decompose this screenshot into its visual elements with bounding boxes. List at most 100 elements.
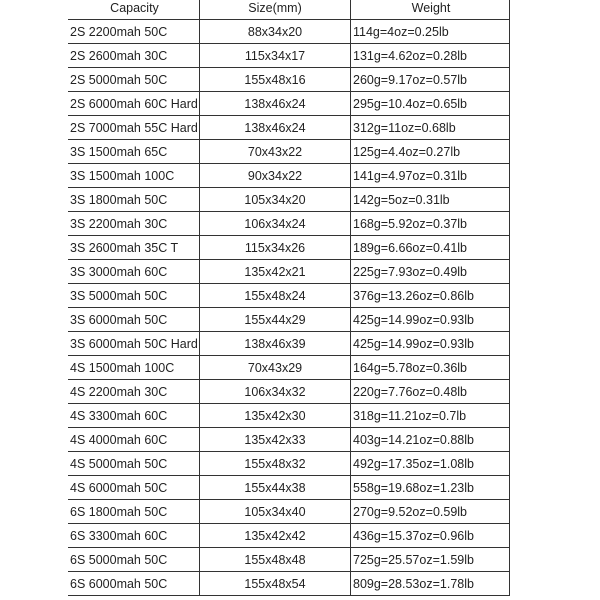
- cell-weight: 295g=10.4oz=0.65lb: [350, 91, 510, 116]
- cell-weight: 425g=14.99oz=0.93lb: [350, 331, 510, 356]
- cell-weight: 270g=9.52oz=0.59lb: [350, 499, 510, 524]
- cell-weight: 809g=28.53oz=1.78lb: [350, 571, 510, 596]
- cell-capacity: 4S 6000mah 50C: [68, 475, 200, 500]
- cell-weight: 558g=19.68oz=1.23lb: [350, 475, 510, 500]
- cell-weight: 142g=5oz=0.31lb: [350, 187, 510, 212]
- cell-weight: 376g=13.26oz=0.86lb: [350, 283, 510, 308]
- cell-capacity: 2S 5000mah 50C: [68, 67, 200, 92]
- cell-size: 135x42x33: [199, 427, 351, 452]
- cell-capacity: 3S 1800mah 50C: [68, 187, 200, 212]
- cell-capacity: 4S 3300mah 60C: [68, 403, 200, 428]
- cell-size: 135x42x30: [199, 403, 351, 428]
- cell-capacity: 6S 1800mah 50C: [68, 499, 200, 524]
- table-row: 4S 1500mah 100C 70x43x29 164g=5.78oz=0.36l…: [68, 355, 510, 380]
- cell-size: 155x44x29: [199, 307, 351, 332]
- cell-size: 106x34x32: [199, 379, 351, 404]
- table-row: 3S 1500mah 65C 70x43x22 125g=4.4oz=0.27lb: [68, 139, 510, 164]
- cell-size: 155x44x38: [199, 475, 351, 500]
- cell-capacity: 3S 1500mah 100C: [68, 163, 200, 188]
- cell-size: 138x46x24: [199, 115, 351, 140]
- header-weight: Weight: [350, 0, 510, 20]
- table-row: 2S 5000mah 50C 155x48x16 260g=9.17oz=0.57l…: [68, 67, 510, 92]
- table-row: 2S 2200mah 50C 88x34x20 114g=4oz=0.25lb: [68, 19, 510, 44]
- cell-capacity: 4S 5000mah 50C: [68, 451, 200, 476]
- table-row: 6S 5000mah 50C 155x48x48 725g=25.57oz=1.59…: [68, 547, 510, 572]
- cell-weight: 141g=4.97oz=0.31lb: [350, 163, 510, 188]
- cell-weight: 492g=17.35oz=1.08lb: [350, 451, 510, 476]
- table-row: 3S 1800mah 50C 105x34x20 142g=5oz=0.31lb: [68, 187, 510, 212]
- cell-size: 105x34x20: [199, 187, 351, 212]
- cell-size: 70x43x29: [199, 355, 351, 380]
- table-row: 3S 2200mah 30C 106x34x24 168g=5.92oz=0.37l…: [68, 211, 510, 236]
- table-row: 4S 2200mah 30C 106x34x32 220g=7.76oz=0.48l…: [68, 379, 510, 404]
- table-row: 6S 6000mah 50C 155x48x54 809g=28.53oz=1.78…: [68, 571, 510, 596]
- cell-size: 138x46x39: [199, 331, 351, 356]
- cell-capacity: 2S 7000mah 55C Hard: [68, 115, 200, 140]
- table-row: 4S 5000mah 50C 155x48x32 492g=17.35oz=1.08…: [68, 451, 510, 476]
- cell-weight: 131g=4.62oz=0.28lb: [350, 43, 510, 68]
- cell-size: 115x34x26: [199, 235, 351, 260]
- header-size: Size(mm): [199, 0, 351, 20]
- cell-weight: 168g=5.92oz=0.37lb: [350, 211, 510, 236]
- table-row: 2S 2600mah 30C 115x34x17 131g=4.62oz=0.28l…: [68, 43, 510, 68]
- cell-capacity: 6S 6000mah 50C: [68, 571, 200, 596]
- table-row: 3S 6000mah 50C Hard 138x46x39 425g=14.99oz…: [68, 331, 510, 356]
- cell-size: 105x34x40: [199, 499, 351, 524]
- cell-size: 155x48x54: [199, 571, 351, 596]
- battery-spec-table: Capacity Size(mm) Weight 2S 2200mah 50C 8…: [68, 0, 510, 596]
- cell-weight: 318g=11.21oz=0.7lb: [350, 403, 510, 428]
- table-row: 3S 2600mah 35C T 115x34x26 189g=6.66oz=0.4…: [68, 235, 510, 260]
- cell-size: 138x46x24: [199, 91, 351, 116]
- cell-capacity: 3S 2200mah 30C: [68, 211, 200, 236]
- cell-weight: 260g=9.17oz=0.57lb: [350, 67, 510, 92]
- cell-capacity: 3S 2600mah 35C T: [68, 235, 200, 260]
- table-row: 4S 4000mah 60C 135x42x33 403g=14.21oz=0.88…: [68, 427, 510, 452]
- cell-size: 115x34x17: [199, 43, 351, 68]
- cell-size: 155x48x24: [199, 283, 351, 308]
- table-row: 4S 6000mah 50C 155x44x38 558g=19.68oz=1.23…: [68, 475, 510, 500]
- cell-weight: 312g=11oz=0.68lb: [350, 115, 510, 140]
- cell-capacity: 3S 6000mah 50C Hard: [68, 331, 200, 356]
- cell-size: 135x42x42: [199, 523, 351, 548]
- table-row: 3S 5000mah 50C 155x48x24 376g=13.26oz=0.86…: [68, 283, 510, 308]
- table-row: 6S 3300mah 60C 135x42x42 436g=15.37oz=0.96…: [68, 523, 510, 548]
- cell-capacity: 3S 1500mah 65C: [68, 139, 200, 164]
- table-row: 3S 6000mah 50C 155x44x29 425g=14.99oz=0.93…: [68, 307, 510, 332]
- table-row: 3S 1500mah 100C 90x34x22 141g=4.97oz=0.31l…: [68, 163, 510, 188]
- cell-capacity: 4S 4000mah 60C: [68, 427, 200, 452]
- cell-size: 135x42x21: [199, 259, 351, 284]
- cell-capacity: 4S 2200mah 30C: [68, 379, 200, 404]
- cell-size: 88x34x20: [199, 19, 351, 44]
- cell-capacity: 3S 3000mah 60C: [68, 259, 200, 284]
- cell-capacity: 6S 5000mah 50C: [68, 547, 200, 572]
- cell-capacity: 3S 5000mah 50C: [68, 283, 200, 308]
- table-row: 2S 6000mah 60C Hard 138x46x24 295g=10.4oz=…: [68, 91, 510, 116]
- table-row: 3S 3000mah 60C 135x42x21 225g=7.93oz=0.49l…: [68, 259, 510, 284]
- cell-capacity: 2S 2200mah 50C: [68, 19, 200, 44]
- header-capacity: Capacity: [68, 0, 200, 20]
- table-row: 6S 1800mah 50C 105x34x40 270g=9.52oz=0.59l…: [68, 499, 510, 524]
- cell-weight: 164g=5.78oz=0.36lb: [350, 355, 510, 380]
- cell-weight: 225g=7.93oz=0.49lb: [350, 259, 510, 284]
- cell-capacity: 2S 6000mah 60C Hard: [68, 91, 200, 116]
- cell-weight: 220g=7.76oz=0.48lb: [350, 379, 510, 404]
- header-row: Capacity Size(mm) Weight: [68, 0, 510, 20]
- cell-capacity: 4S 1500mah 100C: [68, 355, 200, 380]
- cell-weight: 403g=14.21oz=0.88lb: [350, 427, 510, 452]
- cell-capacity: 6S 3300mah 60C: [68, 523, 200, 548]
- cell-size: 90x34x22: [199, 163, 351, 188]
- cell-size: 155x48x32: [199, 451, 351, 476]
- table-row: 2S 7000mah 55C Hard 138x46x24 312g=11oz=0.…: [68, 115, 510, 140]
- cell-weight: 114g=4oz=0.25lb: [350, 19, 510, 44]
- cell-capacity: 2S 2600mah 30C: [68, 43, 200, 68]
- cell-weight: 425g=14.99oz=0.93lb: [350, 307, 510, 332]
- cell-size: 106x34x24: [199, 211, 351, 236]
- cell-capacity: 3S 6000mah 50C: [68, 307, 200, 332]
- cell-size: 70x43x22: [199, 139, 351, 164]
- cell-size: 155x48x48: [199, 547, 351, 572]
- cell-size: 155x48x16: [199, 67, 351, 92]
- cell-weight: 189g=6.66oz=0.41lb: [350, 235, 510, 260]
- cell-weight: 125g=4.4oz=0.27lb: [350, 139, 510, 164]
- cell-weight: 725g=25.57oz=1.59lb: [350, 547, 510, 572]
- cell-weight: 436g=15.37oz=0.96lb: [350, 523, 510, 548]
